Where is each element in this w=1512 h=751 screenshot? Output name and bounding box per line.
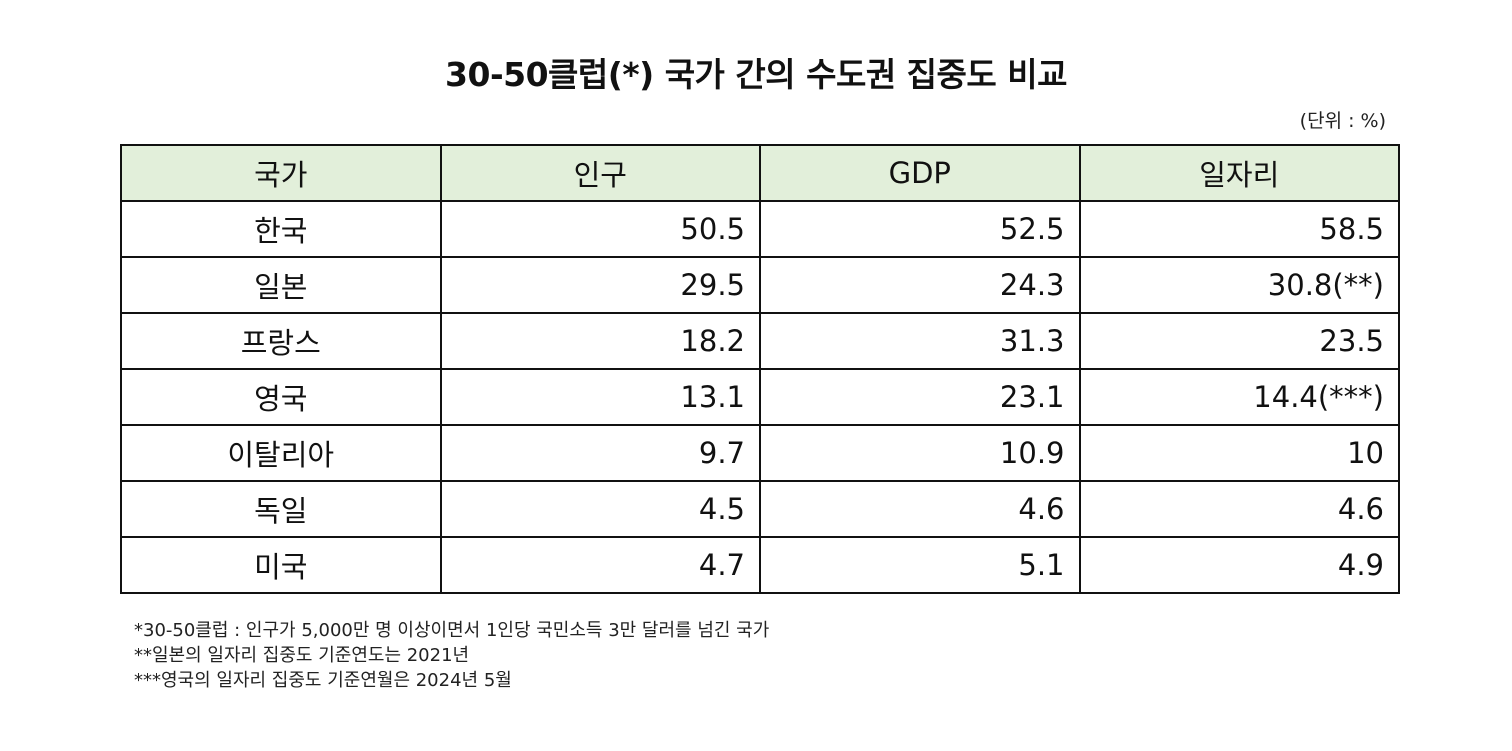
cell-country: 이탈리아: [120, 424, 442, 482]
cell-country: 영국: [120, 368, 442, 426]
footnote: **일본의 일자리 집중도 기준연도는 2021년: [134, 645, 470, 666]
header-jobs: 일자리: [1078, 144, 1400, 202]
table-row: 영국 13.1 23.1 14.4(***): [120, 368, 1400, 426]
cell-population: 18.2: [439, 312, 761, 370]
cell-population: 13.1: [439, 368, 761, 426]
unit-label: (단위 : %): [1299, 110, 1386, 132]
cell-country: 일본: [120, 256, 442, 314]
header-gdp: GDP: [759, 144, 1081, 202]
cell-jobs: 10: [1078, 424, 1400, 482]
cell-population: 4.5: [439, 480, 761, 538]
table-row: 이탈리아 9.7 10.9 10: [120, 424, 1400, 482]
table-row: 한국 50.5 52.5 58.5: [120, 200, 1400, 258]
page-title: 30-50클럽(*) 국가 간의 수도권 집중도 비교: [445, 55, 1067, 94]
cell-jobs: 23.5: [1078, 312, 1400, 370]
table-row: 프랑스 18.2 31.3 23.5: [120, 312, 1400, 370]
footnote: *30-50클럽 : 인구가 5,000만 명 이상이면서 1인당 국민소득 3…: [134, 620, 770, 641]
cell-country: 한국: [120, 200, 442, 258]
cell-gdp: 23.1: [759, 368, 1081, 426]
table-row: 미국 4.7 5.1 4.9: [120, 536, 1400, 594]
footnote: ***영국의 일자리 집중도 기준연월은 2024년 5월: [134, 670, 512, 691]
cell-population: 29.5: [439, 256, 761, 314]
cell-country: 프랑스: [120, 312, 442, 370]
cell-gdp: 31.3: [759, 312, 1081, 370]
cell-jobs: 14.4(***): [1078, 368, 1400, 426]
table-row: 독일 4.5 4.6 4.6: [120, 480, 1400, 538]
comparison-table: 국가 인구 GDP 일자리 한국 50.5 52.5 58.5 일본 29.5 …: [120, 144, 1400, 594]
table-header-row: 국가 인구 GDP 일자리: [120, 144, 1400, 202]
cell-gdp: 52.5: [759, 200, 1081, 258]
cell-jobs: 58.5: [1078, 200, 1400, 258]
cell-population: 50.5: [439, 200, 761, 258]
header-population: 인구: [439, 144, 761, 202]
cell-country: 독일: [120, 480, 442, 538]
cell-country: 미국: [120, 536, 442, 594]
cell-jobs: 4.9: [1078, 536, 1400, 594]
footnotes: *30-50클럽 : 인구가 5,000만 명 이상이면서 1인당 국민소득 3…: [134, 618, 769, 693]
cell-gdp: 10.9: [759, 424, 1081, 482]
cell-gdp: 4.6: [759, 480, 1081, 538]
cell-population: 9.7: [439, 424, 761, 482]
cell-gdp: 24.3: [759, 256, 1081, 314]
table-row: 일본 29.5 24.3 30.8(**): [120, 256, 1400, 314]
cell-jobs: 30.8(**): [1078, 256, 1400, 314]
cell-population: 4.7: [439, 536, 761, 594]
header-country: 국가: [120, 144, 442, 202]
cell-gdp: 5.1: [759, 536, 1081, 594]
cell-jobs: 4.6: [1078, 480, 1400, 538]
